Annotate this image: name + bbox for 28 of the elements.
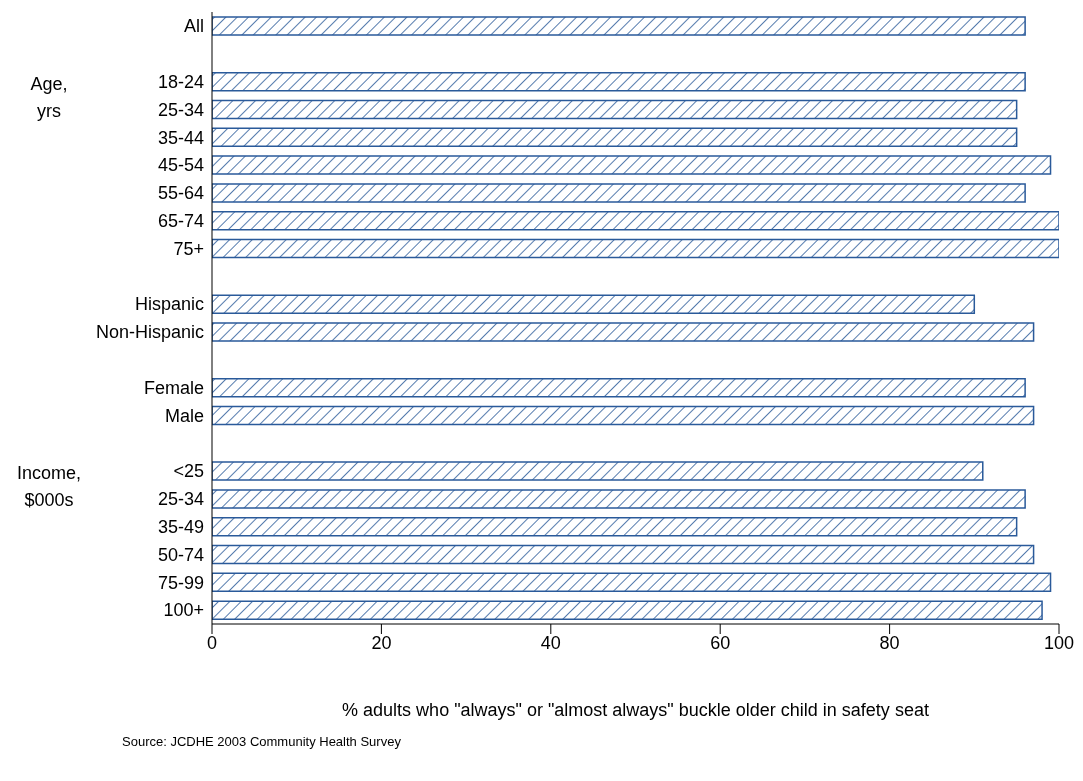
source-note: Source: JCDHE 2003 Community Health Survey [122,734,401,749]
x-axis-title: % adults who "always" or "almost always" buckle older child in safety seat [342,700,929,720]
y-tick-label: 35-49 [157,517,204,538]
y-tick-label: 75-99 [157,572,204,593]
y-tick-label: 65-74 [157,211,204,232]
y-tick-label: 75+ [173,238,204,259]
y-tick-label: 18-24 [157,71,204,92]
x-tick-label: 60 [710,632,731,653]
y-tick-label: 25-34 [157,489,204,510]
y-tick-label: 25-34 [157,99,204,120]
y-tick-label: 35-44 [157,127,204,148]
y-tick-label: 100+ [163,600,204,621]
y-tick-label: <25 [173,461,204,482]
x-tick-label: 0 [206,632,218,653]
text: Age, yrs [29,72,69,123]
y-tick-label: 50-74 [157,544,204,565]
x-tick-label: 20 [371,632,392,653]
text: Income, $000s [16,462,82,512]
y-tick-label: All [183,16,204,37]
y-tick-label: 45-54 [157,155,204,176]
y-tick-label: 55-64 [157,183,204,204]
y-tick-label: Non-Hispanic [95,322,204,343]
y-tick-label: Male [164,405,204,426]
y-tick-label: Female [143,377,204,398]
x-tick-label: 100 [1043,632,1075,653]
x-tick-label: 80 [879,632,900,653]
x-tick-label: 40 [540,632,561,653]
y-tick-label: Hispanic [134,294,204,315]
